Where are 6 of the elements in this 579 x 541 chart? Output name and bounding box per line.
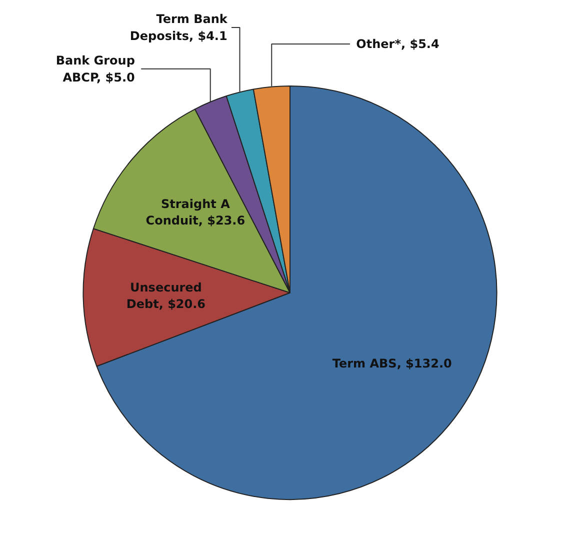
slice-label: Straight A Conduit, $23.6 — [146, 196, 246, 228]
slice-label: Term ABS, $132.0 — [332, 356, 452, 370]
slice-label: Term Bank Deposits, $4.1 — [130, 12, 228, 43]
slice-label: Other*, $5.4 — [356, 37, 440, 52]
slice-label: Bank Group ABCP, $5.0 — [56, 54, 136, 84]
slice-label: Unsecured Debt, $20.6 — [126, 280, 206, 312]
